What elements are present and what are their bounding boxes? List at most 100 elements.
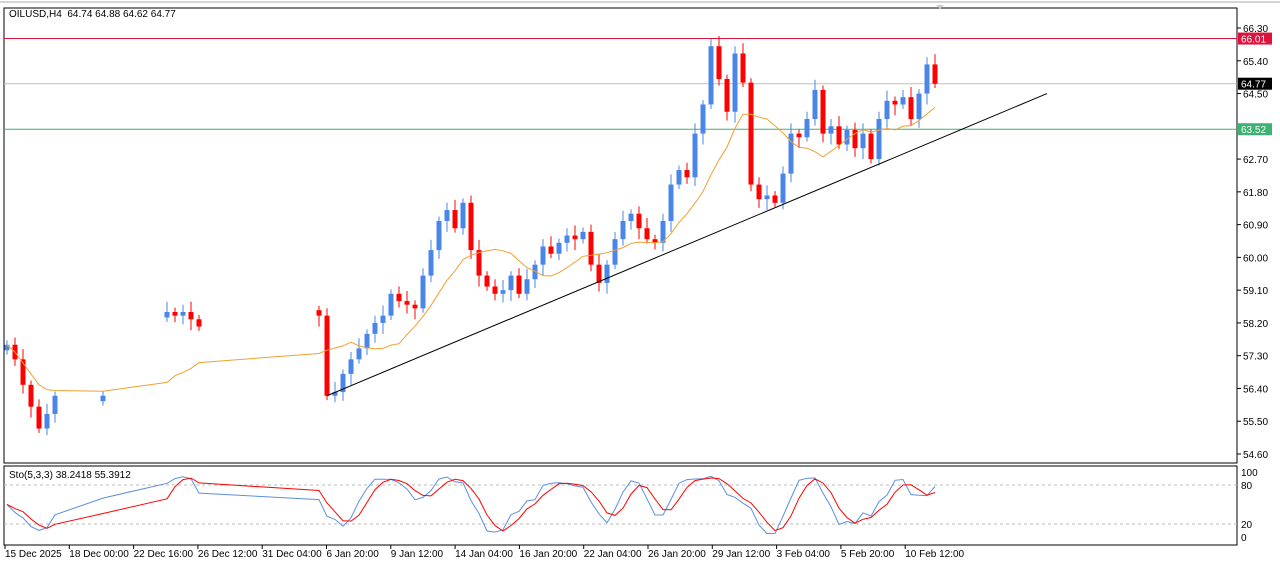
- bull-candle: [692, 133, 698, 178]
- bull-candle: [564, 235, 570, 243]
- bull-candle: [388, 293, 394, 316]
- bear-candle: [652, 239, 658, 243]
- bull-candle: [804, 119, 810, 138]
- bear-candle: [396, 293, 402, 302]
- bull-candle: [420, 275, 426, 309]
- bull-candle: [508, 275, 514, 291]
- time-tick-label: 26 Dec 12:00: [198, 549, 258, 560]
- time-tick-label: 18 Dec 00:00: [69, 549, 129, 560]
- bull-candle: [460, 202, 466, 229]
- chart-header: OILUSD,H4 64.74 64.88 64.62 64.77: [9, 9, 176, 20]
- ohlc-label: 64.74 64.88 64.62 64.77: [67, 9, 176, 20]
- bear-candle: [572, 235, 578, 240]
- stochastic-label: Sto(5,3,3) 38.2418 55.3912: [9, 470, 131, 481]
- bear-candle: [852, 129, 858, 149]
- bear-candle: [748, 82, 754, 185]
- bear-candle: [588, 231, 594, 265]
- time-tick-label: 10 Feb 12:00: [905, 549, 964, 560]
- bull-candle: [604, 264, 610, 283]
- time-tick-label: 22 Dec 16:00: [134, 549, 194, 560]
- bull-candle: [44, 413, 50, 429]
- bull-candle: [444, 210, 450, 221]
- bear-candle: [596, 264, 602, 283]
- scroll-marker-icon: [936, 5, 944, 9]
- stochastic-signal-line: [6, 477, 936, 532]
- support-price-tag: [1238, 123, 1272, 136]
- bear-candle: [476, 250, 482, 276]
- time-tick-label: 14 Jan 04:00: [455, 549, 513, 560]
- time-tick-label: 16 Jan 20:00: [519, 549, 577, 560]
- bear-candle: [908, 97, 914, 120]
- bull-candle: [100, 395, 106, 402]
- bear-candle: [468, 202, 474, 251]
- main-pane-frame: [3, 7, 1238, 464]
- price-tick-label: 59.10: [1243, 286, 1268, 297]
- bull-candle: [532, 264, 538, 280]
- bear-candle: [188, 312, 194, 320]
- moving-average-line: [6, 107, 936, 392]
- price-tick-label: 61.80: [1243, 188, 1268, 199]
- bull-candle: [660, 220, 666, 243]
- bull-candle: [380, 315, 386, 323]
- bull-candle: [4, 344, 10, 351]
- bear-candle: [892, 100, 898, 105]
- bull-candle: [620, 220, 626, 240]
- bull-candle: [340, 373, 346, 393]
- bear-candle: [868, 133, 874, 160]
- resistance-price-label: 66.01: [1241, 35, 1266, 46]
- bull-candle: [348, 359, 354, 374]
- bull-candle: [428, 250, 434, 276]
- stochastic-tick-label: 20: [1241, 520, 1253, 531]
- bear-candle: [772, 195, 778, 203]
- bull-candle: [164, 312, 170, 318]
- price-tick-label: 54.60: [1243, 450, 1268, 461]
- bull-candle: [500, 290, 506, 294]
- bear-candle: [820, 89, 826, 134]
- bid-price-label: 64.77: [1241, 80, 1266, 91]
- bear-candle: [172, 312, 178, 316]
- bear-candle: [516, 275, 522, 294]
- bull-candle: [764, 195, 770, 200]
- bull-candle: [884, 100, 890, 120]
- time-tick-label: 26 Jan 20:00: [648, 549, 706, 560]
- price-tick-label: 64.50: [1243, 90, 1268, 101]
- bull-candle: [364, 333, 370, 349]
- bear-candle: [484, 275, 490, 287]
- bull-candle: [876, 119, 882, 160]
- time-tick-label: 22 Jan 04:00: [584, 549, 642, 560]
- time-tick-label: 5 Feb 20:00: [841, 549, 895, 560]
- bull-candle: [812, 89, 818, 120]
- resistance-price-tag: [1238, 32, 1272, 45]
- bull-candle: [52, 395, 58, 414]
- price-tick-label: 66.30: [1243, 24, 1268, 35]
- bear-candle: [492, 286, 498, 294]
- bull-candle: [900, 97, 906, 105]
- bull-candle: [612, 239, 618, 265]
- bull-candle: [580, 231, 586, 240]
- bear-candle: [636, 213, 642, 229]
- time-tick-label: 29 Jan 12:00: [712, 549, 770, 560]
- bear-candle: [756, 184, 762, 200]
- bull-candle: [788, 133, 794, 174]
- price-tick-label: 60.90: [1243, 221, 1268, 232]
- time-tick-label: 3 Feb 04:00: [777, 549, 831, 560]
- bull-candle: [676, 170, 682, 185]
- bear-candle: [724, 78, 730, 112]
- bull-candle: [436, 220, 442, 251]
- bear-candle: [740, 53, 746, 83]
- bear-candle: [796, 133, 802, 138]
- bull-candle: [372, 322, 378, 334]
- bull-candle: [700, 104, 706, 134]
- price-tick-label: 57.30: [1243, 352, 1268, 363]
- bid-price-tag: [1238, 77, 1272, 90]
- price-tick-label: 58.20: [1243, 319, 1268, 330]
- indicator-pane-frame: [3, 465, 1238, 546]
- bear-candle: [404, 301, 410, 305]
- time-tick-label: 9 Jan 12:00: [391, 549, 444, 560]
- bull-candle: [916, 93, 922, 120]
- stochastic-main-line: [6, 475, 936, 535]
- bear-candle: [548, 246, 554, 254]
- bull-candle: [924, 64, 930, 94]
- bull-candle: [860, 133, 866, 149]
